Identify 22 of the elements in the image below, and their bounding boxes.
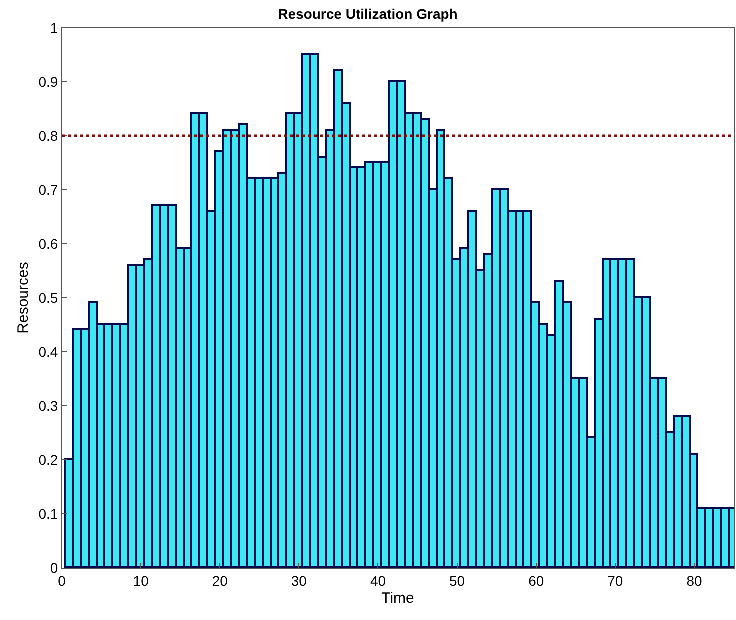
y-tick-label: 0.7	[38, 182, 58, 198]
y-tick-label: 0.2	[38, 452, 58, 468]
x-tick-label: 40	[370, 572, 386, 589]
x-tick-label: 10	[133, 572, 150, 589]
y-tick-label: 0.6	[38, 236, 58, 252]
chart-title: Resource Utilization Graph	[278, 6, 458, 22]
y-tick-label: 0.8	[38, 128, 58, 144]
x-axis-title: Time	[382, 590, 414, 607]
x-tick-label: 60	[528, 572, 544, 589]
y-tick-label: 0.1	[38, 506, 58, 522]
y-axis-title: Resources	[14, 262, 32, 334]
y-tick-label: 0.5	[38, 290, 58, 306]
y-tick-label: 0.3	[38, 398, 58, 414]
y-tick-label: 0.4	[38, 344, 58, 360]
x-tick-label: 70	[608, 572, 624, 589]
y-tick-label: 0.9	[38, 74, 58, 90]
x-tick-label: 80	[686, 572, 702, 589]
x-tick-label: 50	[450, 572, 466, 589]
x-tick-label: 30	[291, 572, 308, 589]
y-tick-label: 1	[50, 20, 58, 36]
y-tick-label: 0	[50, 560, 58, 576]
x-tick-label: 20	[212, 572, 228, 589]
